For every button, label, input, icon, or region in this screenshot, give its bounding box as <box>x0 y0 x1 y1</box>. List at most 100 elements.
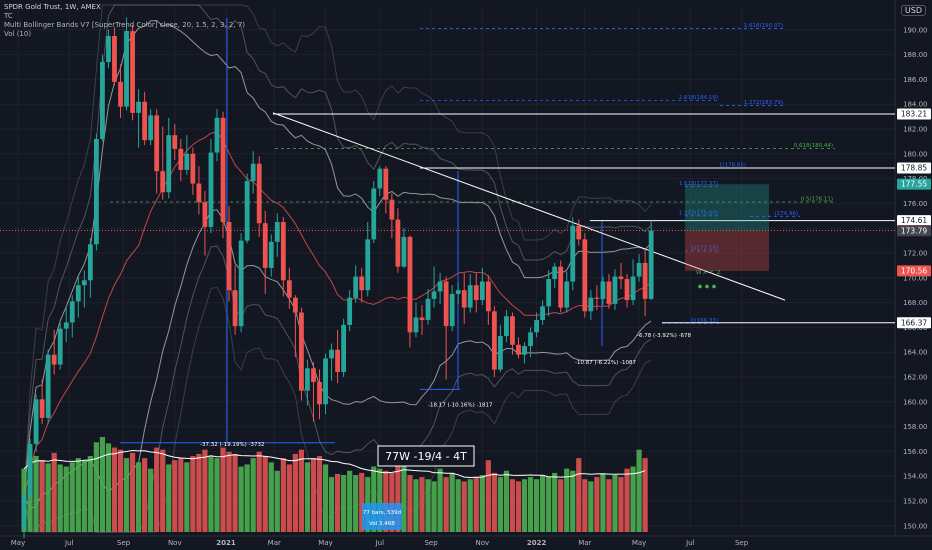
volume-bar <box>93 442 99 532</box>
indicator-tc[interactable]: TC <box>4 12 13 20</box>
y-tick-label: 150.00 <box>903 522 928 530</box>
indicator-volume[interactable]: Vol (10) <box>4 30 32 38</box>
volume-bar <box>274 470 280 532</box>
currency-badge[interactable]: USD <box>900 5 926 16</box>
candle-body <box>510 316 515 345</box>
volume-bar <box>359 472 365 532</box>
measurement-label: -18.17 (-10.16%) -1817 <box>428 402 493 408</box>
y-tick-label: 184.00 <box>903 101 928 109</box>
symbol-title[interactable]: SPDR Gold Trust, 1W, AMEX <box>4 3 101 11</box>
volume-bar <box>262 456 268 532</box>
price-axis-tag-label: 174.61 <box>901 216 927 225</box>
wave-label: Y <box>709 270 714 276</box>
x-tick-label: May <box>318 539 332 547</box>
candle-body <box>208 152 214 227</box>
candle-body <box>87 244 93 281</box>
indicator-bollinger[interactable]: Multi Bollinger Bands V7 [SuperTrend Col… <box>4 21 246 29</box>
fib-level-label: 1(172.15) <box>691 246 718 252</box>
volume-ma-line <box>23 449 646 479</box>
y-tick-label: 156.00 <box>903 448 928 456</box>
x-tick-label: Sep <box>424 539 438 547</box>
candle-body <box>142 101 148 141</box>
volume-bar <box>160 449 166 532</box>
volume-bar <box>123 458 130 532</box>
volume-bar <box>594 477 600 532</box>
range-info-box <box>362 503 402 530</box>
volume-bar <box>485 460 491 532</box>
annotation-box <box>377 445 475 467</box>
volume-bar <box>389 472 395 532</box>
volume-bar <box>292 453 298 532</box>
candle-body <box>100 62 105 139</box>
candle-body <box>576 225 582 240</box>
bollinger-basis <box>23 131 652 497</box>
volume-bar <box>455 479 461 532</box>
price-axis-tag-label: 166.37 <box>901 318 927 327</box>
volume-bar <box>81 460 87 532</box>
x-tick-label: 2022 <box>527 539 547 547</box>
volume-bar <box>33 456 39 532</box>
volume-bar <box>564 468 570 532</box>
volume-bar <box>582 479 588 532</box>
candle-body <box>425 298 431 320</box>
candle-body <box>335 349 340 373</box>
candle-body <box>63 322 69 329</box>
volume-bar <box>491 472 497 532</box>
candle-body <box>178 148 184 170</box>
candle-body <box>612 276 618 304</box>
x-tick-label: Nov <box>168 539 182 547</box>
volume-bar <box>214 458 220 532</box>
candle-body <box>401 236 407 267</box>
candle-body <box>81 280 87 286</box>
volume-bar <box>383 470 389 532</box>
candle-body <box>184 153 190 170</box>
volume-bar <box>286 464 292 532</box>
candle-body <box>594 297 600 299</box>
volume-bar <box>184 462 190 532</box>
volume-bar <box>316 456 323 532</box>
candle-body <box>455 290 461 294</box>
volume-bar <box>570 470 576 532</box>
volume-bar <box>87 456 93 532</box>
candle-body <box>341 324 347 373</box>
volume-bar <box>148 468 154 532</box>
x-tick-label: Mar <box>268 539 281 547</box>
x-tick-label: 2021 <box>216 539 236 547</box>
volume-bar <box>142 458 148 532</box>
volume-bar <box>208 456 214 532</box>
candle-body <box>226 222 232 291</box>
volume-bar <box>503 470 510 532</box>
volume-bar <box>407 475 413 532</box>
y-tick-label: 186.00 <box>903 76 928 84</box>
volume-bar <box>172 460 178 532</box>
candle-body <box>371 188 377 240</box>
volume-bar <box>232 453 238 532</box>
wave-label: W <box>696 270 702 276</box>
volume-bar <box>371 466 377 532</box>
candle-body <box>431 291 437 299</box>
measurement-label: -6.78 (-3.92%) -678 <box>637 333 691 339</box>
volume-bar <box>624 468 630 532</box>
y-tick-label: 190.00 <box>903 26 928 34</box>
volume-bar <box>105 443 112 532</box>
price-axis-tag <box>897 108 931 120</box>
candle-body <box>292 297 298 313</box>
volume-bar <box>45 463 51 532</box>
candle-body <box>443 281 449 327</box>
volume-bar <box>437 468 443 532</box>
price-axis-tag-label: 173.79 <box>901 226 927 235</box>
volume-bar <box>220 447 226 532</box>
candle-body <box>106 36 111 63</box>
fib-level-label: 1.272(175.00) <box>679 210 718 216</box>
x-tick-label: Jul <box>685 539 695 547</box>
candle-body <box>630 276 636 301</box>
candle-body <box>160 171 166 193</box>
bollinger-band-up <box>23 4 652 497</box>
candle-body <box>69 301 75 323</box>
volume-bar <box>328 477 335 532</box>
candle-body <box>154 115 160 172</box>
candle-body <box>329 349 334 359</box>
wave-label: X <box>703 270 707 276</box>
volume-bar <box>334 473 341 532</box>
